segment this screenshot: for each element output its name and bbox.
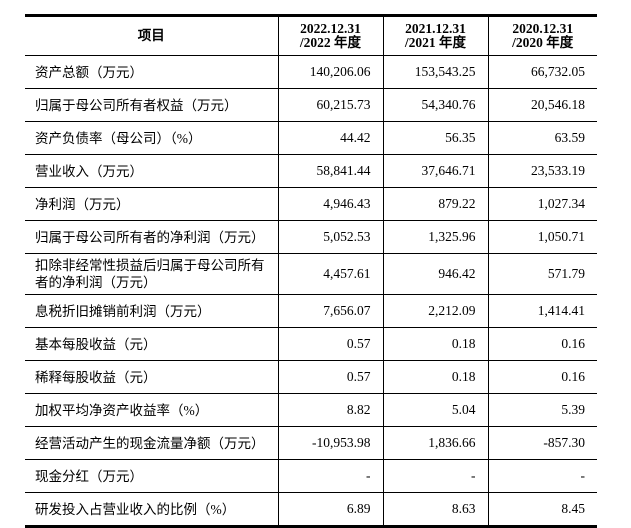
row-value-2021: 1,836.66 <box>382 426 488 460</box>
row-value-2020: 8.45 <box>487 492 597 527</box>
row-value-2022: - <box>277 459 383 493</box>
header-date-2021: 2021.12.31 <box>405 20 466 36</box>
row-value-2021: 8.63 <box>382 492 488 527</box>
table-row: 资产总额（万元） 140,206.06 153,543.25 66,732.05 <box>25 55 597 89</box>
header-row: 项目 2022.12.31 /2022 年度 2021.12.31 /2021 … <box>25 15 597 56</box>
row-label: 归属于母公司所有者的净利润（万元） <box>25 220 278 254</box>
row-value-2021: 56.35 <box>382 121 488 155</box>
table-row: 经营活动产生的现金流量净额（万元） -10,953.98 1,836.66 -857.… <box>25 426 597 460</box>
row-value-2021: 37,646.71 <box>382 154 488 188</box>
header-item-column: 项目 <box>25 15 278 56</box>
row-value-2020: 23,533.19 <box>487 154 597 188</box>
row-label: 经营活动产生的现金流量净额（万元） <box>25 426 278 460</box>
row-label: 营业收入（万元） <box>25 154 278 188</box>
row-label: 现金分红（万元） <box>25 459 278 493</box>
row-value-2020: 1,027.34 <box>487 187 597 221</box>
row-value-2020: 66,732.05 <box>487 55 597 89</box>
row-value-2021: - <box>382 459 488 493</box>
header-date-2022: 2022.12.31 <box>300 20 361 36</box>
row-value-2022: 140,206.06 <box>277 55 383 89</box>
row-label: 归属于母公司所有者权益（万元） <box>25 88 278 122</box>
table-row: 息税折旧摊销前利润（万元） 7,656.07 2,212.09 1,414.41 <box>25 294 597 328</box>
row-value-2022: 44.42 <box>277 121 383 155</box>
table-row: 加权平均净资产收益率（%） 8.82 5.04 5.39 <box>25 393 597 427</box>
row-value-2020: 1,050.71 <box>487 220 597 254</box>
row-value-2021: 2,212.09 <box>382 294 488 328</box>
table-row: 营业收入（万元） 58,841.44 37,646.71 23,533.19 <box>25 154 597 188</box>
financial-indicators-table: 项目 2022.12.31 /2022 年度 2021.12.31 /2021 … <box>25 14 597 528</box>
row-value-2020: 1,414.41 <box>487 294 597 328</box>
header-period-2021: 2021.12.31 /2021 年度 <box>382 15 488 56</box>
table-row: 现金分红（万元） - - - <box>25 459 597 493</box>
row-value-2020: 571.79 <box>487 253 597 295</box>
header-yearlabel-2021: /2021 年度 <box>404 35 467 50</box>
table-row: 净利润（万元） 4,946.43 879.22 1,027.34 <box>25 187 597 221</box>
row-value-2020: 20,546.18 <box>487 88 597 122</box>
row-value-2022: 0.57 <box>277 360 383 394</box>
row-label: 净利润（万元） <box>25 187 278 221</box>
row-value-2021: 0.18 <box>382 327 488 361</box>
row-value-2021: 5.04 <box>382 393 488 427</box>
row-value-2021: 946.42 <box>382 253 488 295</box>
header-period-2022: 2022.12.31 /2022 年度 <box>277 15 383 56</box>
row-value-2020: 5.39 <box>487 393 597 427</box>
row-value-2021: 153,543.25 <box>382 55 488 89</box>
table-row: 归属于母公司所有者权益（万元） 60,215.73 54,340.76 20,546.… <box>25 88 597 122</box>
table-row: 稀释每股收益（元） 0.57 0.18 0.16 <box>25 360 597 394</box>
row-value-2021: 54,340.76 <box>382 88 488 122</box>
row-value-2020: - <box>487 459 597 493</box>
row-value-2022: 8.82 <box>277 393 383 427</box>
row-value-2020: 63.59 <box>487 121 597 155</box>
row-value-2022: 4,457.61 <box>277 253 383 295</box>
row-label: 基本每股收益（元） <box>25 327 278 361</box>
table-row: 资产负债率（母公司）（%） 44.42 56.35 63.59 <box>25 121 597 155</box>
row-value-2022: 7,656.07 <box>277 294 383 328</box>
row-value-2022: 0.57 <box>277 327 383 361</box>
row-label: 资产负债率（母公司）（%） <box>25 121 278 155</box>
header-yearlabel-2020: /2020 年度 <box>512 35 574 50</box>
row-value-2022: 5,052.53 <box>277 220 383 254</box>
row-value-2021: 1,325.96 <box>382 220 488 254</box>
table-body: 资产总额（万元） 140,206.06 153,543.25 66,732.05 归属于… <box>25 55 597 527</box>
row-value-2021: 879.22 <box>382 187 488 221</box>
row-label: 研发投入占营业收入的比例（%） <box>35 501 236 517</box>
header-date-2020: 2020.12.31 <box>512 20 574 36</box>
row-value-2022: 58,841.44 <box>277 154 383 188</box>
table-row: 归属于母公司所有者的净利润（万元） 5,052.53 1,325.96 1,050.7… <box>25 220 597 254</box>
row-label: 息税折旧摊销前利润（万元） <box>25 294 278 328</box>
row-value-2021: 0.18 <box>382 360 488 394</box>
table-row: 研发投入占营业收入的比例（%） 6.89 8.63 8.45 <box>25 492 597 527</box>
row-value-2022: 60,215.73 <box>277 88 383 122</box>
row-label: 扣除非经常性损益后归属于母公司所有者的净利润（万元） <box>25 253 278 295</box>
financial-table-container: 项目 2022.12.31 /2022 年度 2021.12.31 /2021 … <box>25 14 597 528</box>
table-row: 扣除非经常性损益后归属于母公司所有者的净利润（万元） 4,457.61 946.42… <box>25 253 597 295</box>
header-period-2020: 2020.12.31 /2020 年度 <box>487 15 597 56</box>
row-value-2022: 6.89 <box>277 492 383 527</box>
row-value-2020: 0.16 <box>487 327 597 361</box>
row-label: 加权平均净资产收益率（%） <box>25 393 278 427</box>
row-value-2020: 0.16 <box>487 360 597 394</box>
row-value-2022: -10,953.98 <box>277 426 383 460</box>
row-value-2020: -857.30 <box>487 426 597 460</box>
row-label: 资产总额（万元） <box>25 55 278 89</box>
table-row: 基本每股收益（元） 0.57 0.18 0.16 <box>25 327 597 361</box>
header-yearlabel-2022: /2022 年度 <box>299 35 362 50</box>
row-value-2022: 4,946.43 <box>277 187 383 221</box>
row-label: 稀释每股收益（元） <box>25 360 278 394</box>
